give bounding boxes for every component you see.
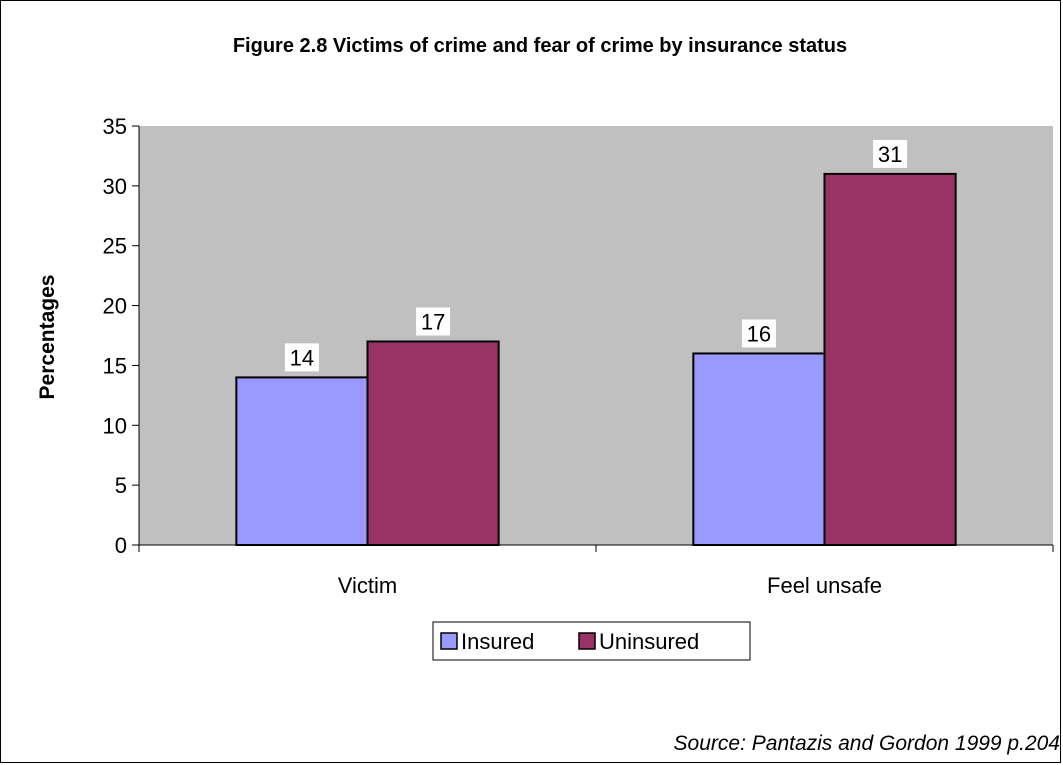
y-tick-label: 35: [103, 114, 127, 139]
source-note: Source: Pantazis and Gordon 1999 p.204: [674, 732, 1060, 755]
y-tick-label: 15: [103, 353, 127, 378]
x-axis-ticks: [138, 545, 1054, 552]
y-tick-label: 10: [103, 413, 127, 438]
data-label-background: [284, 343, 319, 372]
data-label: 14: [290, 345, 314, 370]
bar-uninsured-victim: [366, 340, 500, 546]
legend-swatch-insured: [440, 632, 458, 650]
data-label-background: [416, 307, 451, 336]
y-tick-label: 5: [115, 473, 127, 498]
legend: Insured Uninsured: [432, 621, 751, 661]
y-axis-ticks: 0 5 10 15 20 25 30 35: [103, 114, 139, 558]
data-labels-group: 14 17 16 31: [284, 139, 908, 372]
bar-uninsured-feel-unsafe: [823, 172, 957, 546]
chart-title: Figure 2.8 Victims of crime and fear of …: [233, 35, 847, 57]
y-tick-label: 30: [103, 174, 127, 199]
y-tick-label: 20: [103, 294, 127, 319]
data-label: 16: [747, 321, 771, 346]
bars-group: [235, 172, 957, 547]
y-tick-label: 25: [103, 234, 127, 259]
x-tick-label: Feel unsafe: [767, 573, 882, 598]
data-label-background: [873, 139, 908, 168]
legend-label-insured: Insured: [461, 629, 534, 654]
data-label-background: [741, 319, 776, 348]
legend-label-uninsured: Uninsured: [599, 629, 699, 654]
data-label: 17: [421, 309, 445, 334]
data-label: 31: [878, 142, 902, 167]
y-tick-label: 0: [115, 533, 127, 558]
bar-insured-feel-unsafe: [692, 352, 826, 547]
legend-swatch-uninsured: [578, 632, 596, 650]
bar-insured-victim: [235, 376, 369, 546]
x-tick-labels: Victim Feel unsafe: [338, 573, 882, 598]
x-tick-label: Victim: [338, 573, 398, 598]
y-axis-title: Percentages: [36, 275, 59, 400]
